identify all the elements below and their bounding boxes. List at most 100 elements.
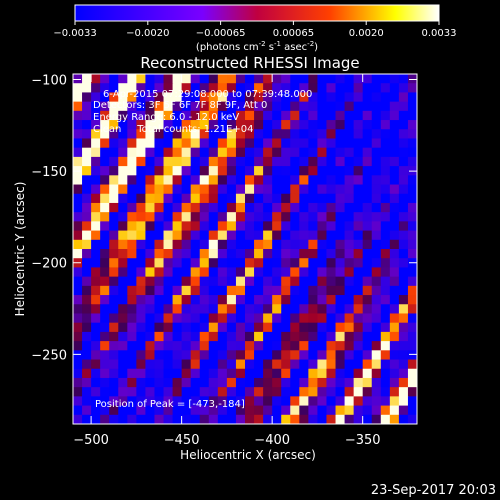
heatmap-cell xyxy=(154,387,165,397)
heatmap-cell xyxy=(136,74,147,84)
heatmap-cell xyxy=(290,184,300,195)
heatmap-cell xyxy=(199,396,210,407)
heatmap-cell xyxy=(82,221,92,232)
heatmap-cell xyxy=(82,138,92,149)
heatmap-cell xyxy=(299,368,309,379)
heatmap-cell xyxy=(208,129,219,140)
heatmap-cell xyxy=(362,368,373,379)
heatmap-cell xyxy=(91,101,101,112)
heatmap-cell xyxy=(181,101,192,112)
heatmap-cell xyxy=(172,276,183,287)
heatmap-cell xyxy=(100,239,110,250)
heatmap-cell xyxy=(308,110,319,121)
heatmap-cell xyxy=(272,295,282,305)
heatmap-cell xyxy=(317,295,328,305)
heatmap-cell xyxy=(380,350,391,361)
heatmap-cell xyxy=(226,101,237,112)
heatmap-cell xyxy=(154,120,165,130)
heatmap-cell xyxy=(145,368,156,379)
heatmap-cell xyxy=(308,175,319,186)
heatmap-cell xyxy=(100,221,110,232)
heatmap-cell xyxy=(127,156,137,167)
heatmap-cell xyxy=(226,396,237,407)
heatmap-cell xyxy=(190,156,201,167)
heatmap-cell xyxy=(172,350,183,361)
heatmap-cell xyxy=(127,285,137,296)
heatmap-cell xyxy=(299,110,309,121)
heatmap-cell xyxy=(344,341,355,351)
heatmap-cell xyxy=(299,359,309,370)
heatmap-cell xyxy=(272,83,282,94)
heatmap-cell xyxy=(326,405,337,416)
heatmap-cell xyxy=(82,341,92,351)
heatmap-cell xyxy=(145,101,156,112)
heatmap-cell xyxy=(109,341,119,351)
heatmap-cell xyxy=(299,166,309,176)
heatmap-cell xyxy=(136,258,147,269)
heatmap-cell xyxy=(389,138,400,149)
heatmap-cell xyxy=(109,83,119,94)
heatmap-cell xyxy=(118,166,128,176)
heatmap-cell xyxy=(317,414,328,424)
heatmap-cell xyxy=(181,230,192,241)
heatmap-cell xyxy=(326,285,337,296)
heatmap-cell xyxy=(91,202,101,213)
heatmap-cell xyxy=(208,101,219,112)
heatmap-cell xyxy=(163,341,174,351)
heatmap-cell xyxy=(263,166,273,176)
heatmap-cell xyxy=(371,101,382,112)
heatmap-cell xyxy=(353,368,364,379)
heatmap-cell xyxy=(398,184,409,195)
heatmap-cell xyxy=(353,387,364,397)
heatmap-cell xyxy=(398,129,409,140)
heatmap-cell xyxy=(407,322,417,333)
heatmap-cell xyxy=(335,295,346,305)
heatmap-cell xyxy=(199,295,210,305)
heatmap-cell xyxy=(172,405,183,416)
heatmap-cell xyxy=(82,120,92,130)
heatmap-cell xyxy=(362,331,373,342)
heatmap-cell xyxy=(190,92,201,103)
heatmap-cell xyxy=(371,350,382,361)
heatmap-cell xyxy=(353,405,364,416)
heatmap-cell xyxy=(380,175,391,186)
heatmap-cell xyxy=(217,313,228,324)
heatmap-cell xyxy=(190,202,201,213)
heatmap-cell xyxy=(344,414,355,424)
heatmap-cell xyxy=(245,295,255,305)
heatmap-cell xyxy=(272,101,282,112)
heatmap-cell xyxy=(344,74,355,84)
heatmap-cell xyxy=(217,156,228,167)
heatmap-cell xyxy=(299,184,309,195)
heatmap-cell xyxy=(344,396,355,407)
heatmap-cell xyxy=(190,147,201,158)
heatmap-cell xyxy=(127,129,137,140)
footer-date: 23-Sep-2017 20:03 xyxy=(371,483,496,498)
heatmap-cell xyxy=(389,387,400,397)
heatmap-cell xyxy=(172,396,183,407)
heatmap-cell xyxy=(163,175,174,186)
heatmap-cell xyxy=(190,249,201,259)
heatmap-cell xyxy=(245,129,255,140)
heatmap-cell xyxy=(299,285,309,296)
heatmap-cell xyxy=(217,230,228,241)
heatmap-cell xyxy=(217,414,228,424)
heatmap-cell xyxy=(127,341,137,351)
heatmap-cell xyxy=(226,83,237,94)
heatmap-cell xyxy=(163,110,174,121)
heatmap-cell xyxy=(181,322,192,333)
heatmap-cell xyxy=(245,101,255,112)
heatmap-cell xyxy=(380,110,391,121)
heatmap-cell xyxy=(118,322,128,333)
heatmap-cell xyxy=(199,184,210,195)
heatmap-cell xyxy=(389,221,400,232)
heatmap-cell xyxy=(245,285,255,296)
heatmap-cell xyxy=(217,359,228,370)
heatmap-cell xyxy=(380,304,391,315)
heatmap-cell xyxy=(308,221,319,232)
heatmap-cell xyxy=(407,138,417,149)
heatmap-cell xyxy=(272,304,282,315)
heatmap-cell xyxy=(91,74,101,84)
heatmap-cell xyxy=(281,221,291,232)
